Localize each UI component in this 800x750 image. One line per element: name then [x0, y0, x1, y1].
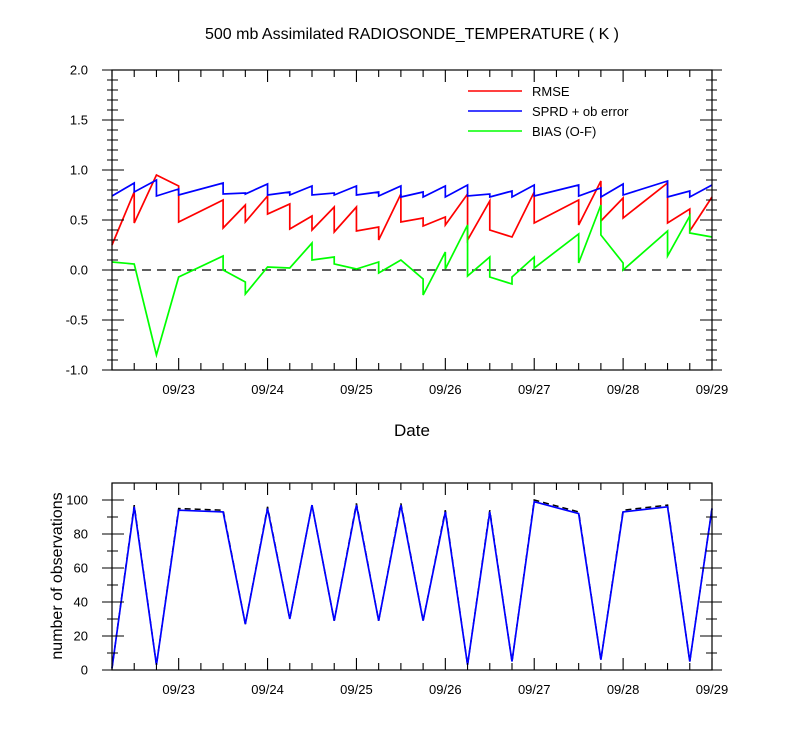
top-chart: 500 mb Assimilated RADIOSONDE_TEMPERATUR… [66, 26, 729, 440]
top-chart-y-tick-label: -1.0 [66, 363, 88, 378]
legend: RMSE SPRD + ob error BIAS (O-F) [468, 84, 629, 139]
top-chart-x-tick-label: 09/28 [607, 382, 640, 397]
top-chart-y-tick-label: 0.5 [70, 213, 88, 228]
top-chart-series-rmse [111, 173, 713, 246]
bottom-chart-series-layer [111, 499, 713, 669]
top-chart-series-sprd-ob-error [111, 178, 713, 199]
bottom-chart-series-possible [111, 499, 713, 669]
bottom-chart-y-tick-label: 0 [81, 663, 88, 678]
top-chart-y-tick-label: 1.5 [70, 113, 88, 128]
top-chart-title: 500 mb Assimilated RADIOSONDE_TEMPERATUR… [205, 26, 619, 43]
legend-sprd-label: SPRD + ob error [532, 104, 629, 119]
top-chart-y-tick-label: 1.0 [70, 163, 88, 178]
top-chart-ticks-layer: 09/23 09/24 09/25 09/26 09/27 09/28 09/29 -1.0 -… [66, 63, 729, 398]
bottom-chart-x-tick-label: 09/27 [518, 682, 551, 697]
bottom-chart: 09/23 09/24 09/25 09/26 09/27 09/28 09/29 0 20 40… [49, 482, 728, 697]
bottom-chart-series-assimilated [111, 500, 713, 669]
top-chart-frame [111, 69, 713, 371]
top-chart-xlabel: Date [394, 421, 430, 440]
top-chart-x-tick-label: 09/27 [518, 382, 551, 397]
bottom-chart-x-tick-label: 09/29 [696, 682, 729, 697]
bottom-chart-x-tick-label: 09/26 [429, 682, 462, 697]
top-chart-x-tick-label: 09/24 [251, 382, 284, 397]
bottom-chart-x-tick-label: 09/24 [251, 682, 284, 697]
bottom-chart-x-tick-label: 09/28 [607, 682, 640, 697]
bottom-chart-frame [111, 482, 713, 671]
top-chart-y-tick-label: -0.5 [66, 313, 88, 328]
bottom-chart-x-tick-label: 09/23 [162, 682, 195, 697]
legend-bias-label: BIAS (O-F) [532, 124, 596, 139]
bottom-chart-y-tick-label: 60 [74, 561, 88, 576]
bottom-chart-y-tick-label: 20 [74, 629, 88, 644]
top-chart-series-layer [111, 173, 713, 359]
top-chart-x-tick-label: 09/26 [429, 382, 462, 397]
bottom-chart-ylabel: number of observations [49, 492, 66, 659]
top-chart-y-tick-label: 2.0 [70, 63, 88, 78]
top-chart-x-tick-label: 09/23 [162, 382, 195, 397]
top-chart-series-bias-o-f [111, 204, 713, 359]
bottom-chart-y-tick-label: 80 [74, 527, 88, 542]
bottom-chart-x-tick-label: 09/25 [340, 682, 373, 697]
legend-rmse-label: RMSE [532, 84, 570, 99]
top-chart-x-tick-label: 09/25 [340, 382, 373, 397]
top-chart-x-tick-label: 09/29 [696, 382, 729, 397]
bottom-chart-y-tick-label: 40 [74, 595, 88, 610]
bottom-chart-y-tick-label: 100 [66, 493, 88, 508]
top-chart-y-tick-label: 0.0 [70, 263, 88, 278]
bottom-chart-ticks-layer: 09/23 09/24 09/25 09/26 09/27 09/28 09/29 0 20 40… [66, 483, 728, 697]
